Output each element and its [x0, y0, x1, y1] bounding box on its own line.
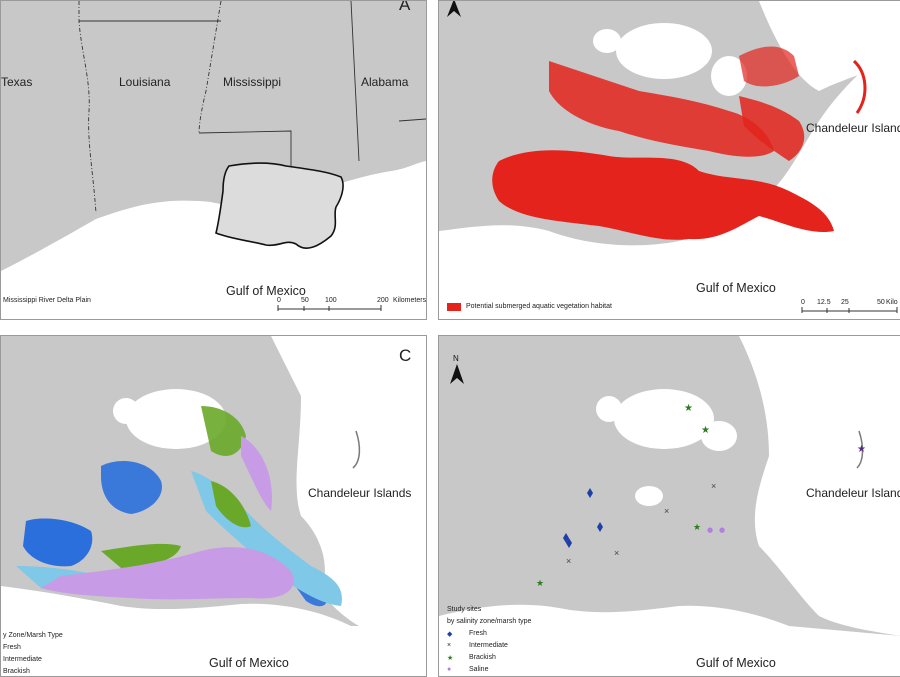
scale-tick-50: 50	[877, 299, 885, 306]
state-label-louisiana: Louisiana	[119, 75, 171, 89]
legend-item-fresh: Fresh	[469, 630, 487, 637]
legend-title: Study sites	[447, 606, 482, 613]
legend-sav-swatch	[447, 303, 461, 311]
chandeleur-islands-label: Chandeleur Islands	[308, 486, 412, 500]
state-label-alabama: Alabama	[361, 75, 409, 89]
gulf-of-mexico-label: Gulf of Mexico	[696, 656, 776, 670]
chandeleur-islands-label: Chandeleur Islands	[806, 486, 900, 500]
legend-delta-plain: Mississippi River Delta Plain	[3, 297, 91, 304]
study-site-markers: × × × × ★ ★ ★ ★ ● ● ★	[536, 403, 866, 589]
scale-tick-50: 50	[301, 297, 309, 304]
legend-intermediate-icon: ×	[447, 642, 452, 649]
panel-c-salinity-zone-map: C Chandeleur Islands Gulf of Mexico y Zo…	[0, 335, 427, 677]
svg-text:★: ★	[684, 403, 693, 414]
gulf-of-mexico-label: Gulf of Mexico	[226, 284, 306, 298]
legend-item-intermediate: Intermediate	[3, 656, 42, 663]
legend-item-brackish: Brackish	[469, 654, 496, 661]
legend-item-saline: Saline	[469, 666, 489, 673]
svg-text:●: ●	[707, 526, 713, 534]
chandeleur-islands-label: Chandeleur Islands	[806, 121, 900, 135]
svg-text:★: ★	[701, 425, 710, 436]
panel-c-letter: C	[399, 346, 412, 365]
svg-text:★: ★	[857, 444, 866, 455]
scale-tick-25: 25	[841, 299, 849, 306]
panel-a-letter: A	[399, 0, 411, 14]
gulf-of-mexico-label: Gulf of Mexico	[209, 656, 289, 670]
scale-bar	[801, 307, 898, 313]
panel-b-map-graphic	[439, 1, 900, 319]
scale-bar	[277, 305, 382, 311]
scale-tick-12-5: 12.5	[817, 299, 831, 306]
north-arrow-icon	[445, 1, 463, 24]
svg-text:×: ×	[664, 506, 669, 516]
scale-tick-0: 0	[801, 299, 805, 306]
scale-tick-200: 200	[377, 297, 389, 304]
svg-text:×: ×	[566, 556, 571, 566]
state-label-texas: Texas	[1, 75, 33, 89]
state-label-mississippi: Mississippi	[223, 75, 282, 89]
legend-item-brackish: Brackish	[3, 668, 30, 675]
svg-text:×: ×	[711, 481, 716, 491]
scale-unit: Kilo	[886, 299, 898, 306]
svg-text:×: ×	[614, 548, 619, 558]
svg-text:★: ★	[536, 579, 544, 589]
legend-item-intermediate: Intermediate	[469, 642, 508, 649]
scale-unit: Kilometers	[393, 297, 427, 304]
svg-text:★: ★	[693, 523, 701, 533]
legend-item-fresh: Fresh	[3, 644, 21, 651]
panel-d-map-graphic: × × × × ★ ★ ★ ★ ● ● ★	[439, 336, 900, 676]
legend-fresh-icon: ◆	[447, 631, 453, 638]
gulf-of-mexico-label: Gulf of Mexico	[696, 281, 776, 295]
panel-c-map-graphic	[1, 336, 426, 676]
panel-b-sav-habitat-map: Chandeleur Islands Gulf of Mexico Potent…	[438, 0, 900, 320]
legend-saline-icon: ●	[447, 666, 452, 673]
panel-d-study-sites-map: × × × × ★ ★ ★ ★ ● ● ★ N Chandeleur Islan…	[438, 335, 900, 677]
scale-tick-100: 100	[325, 297, 337, 304]
panel-a-map-graphic	[1, 1, 426, 319]
svg-text:●: ●	[719, 526, 725, 534]
scale-tick-0: 0	[277, 297, 281, 304]
legend-brackish-icon: ★	[447, 655, 454, 662]
legend-subtitle: by salinity zone/marsh type	[447, 618, 532, 625]
panel-a-regional-map: A Texas Louisiana Mississippi Alabama Gu…	[0, 0, 427, 320]
north-arrow-icon: N	[447, 352, 467, 391]
legend-title: y Zone/Marsh Type	[3, 632, 63, 639]
svg-text:N: N	[453, 354, 459, 363]
legend-sav-text: Potential submerged aquatic vegetation h…	[466, 303, 612, 310]
